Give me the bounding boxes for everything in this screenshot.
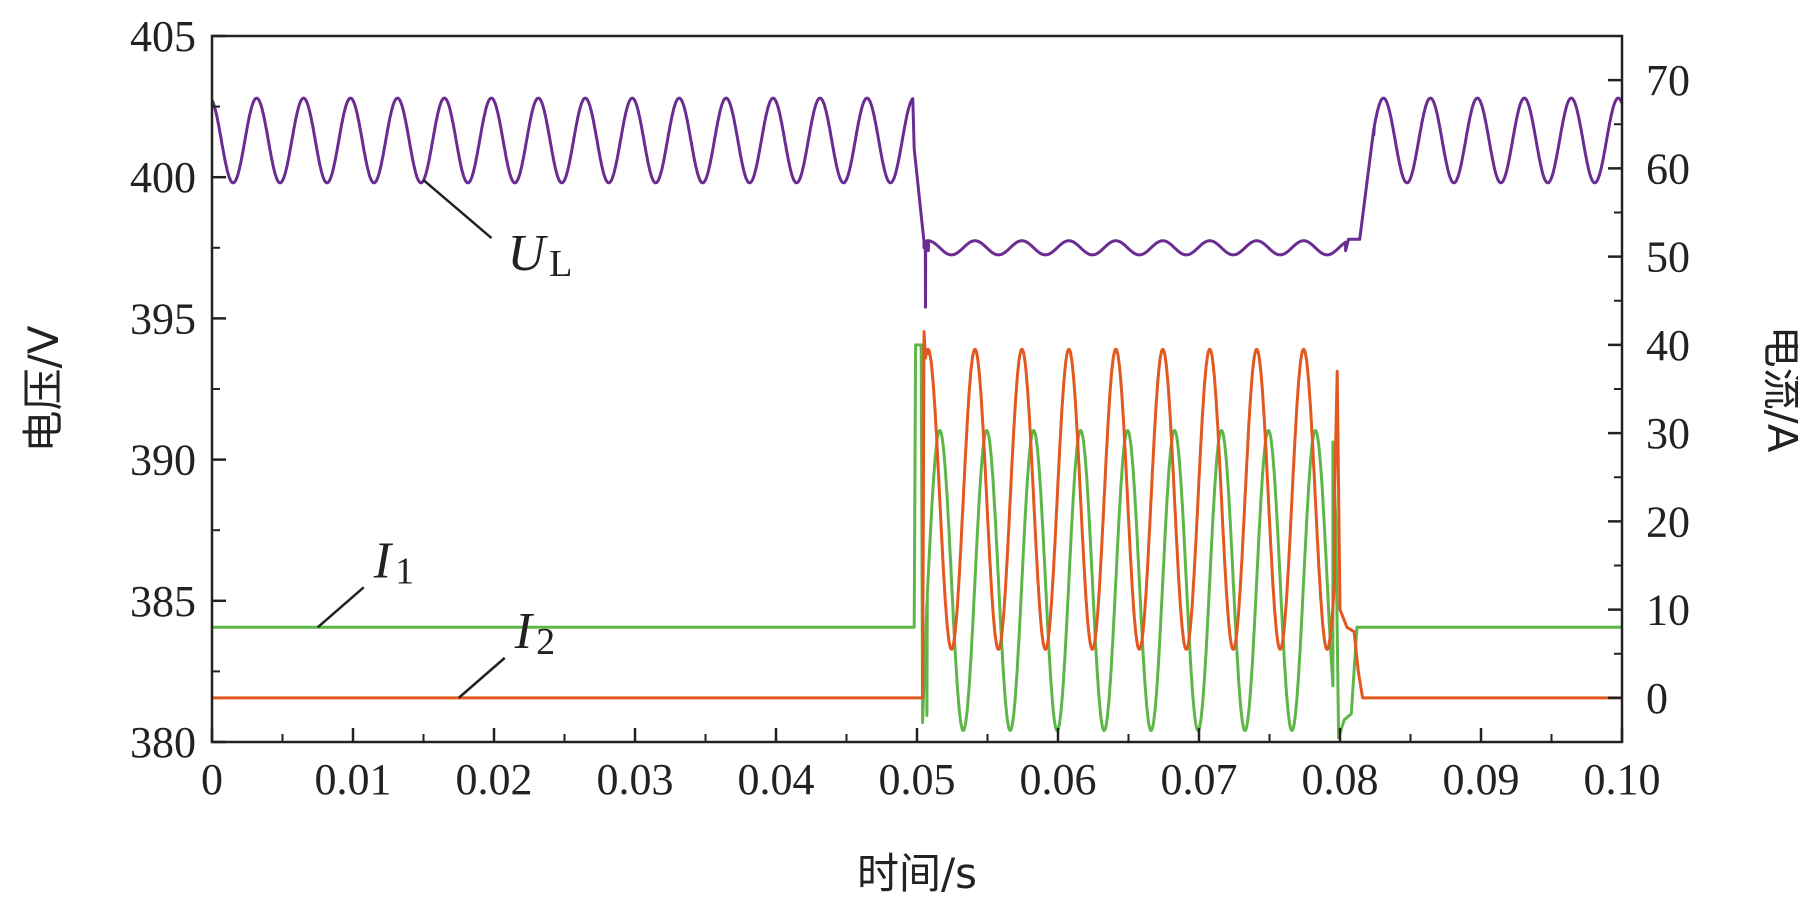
y-left-tick-label: 405 [130, 12, 196, 61]
y-right-tick-label: 70 [1646, 56, 1690, 105]
x-tick-label: 0.04 [738, 755, 815, 804]
x-tick-label: 0.09 [1443, 755, 1520, 804]
x-tick-label: 0.02 [456, 755, 533, 804]
y-right-tick-label: 30 [1646, 409, 1690, 458]
series-layer [210, 96, 1624, 740]
annotation-leader [316, 586, 365, 629]
x-axis-title: 时间/s [857, 849, 977, 898]
y-right-tick-label: 10 [1646, 586, 1690, 635]
x-tick-label: 0.05 [879, 755, 956, 804]
x-tick-label: 0.06 [1020, 755, 1097, 804]
label-layer: U L I 1 I 2 [316, 179, 573, 699]
y-right-tick-label: 40 [1646, 321, 1690, 370]
y-left-tick-label: 390 [130, 436, 196, 485]
x-tick-label: 0.01 [315, 755, 392, 804]
y-right-tick-label: 0 [1646, 674, 1668, 723]
y-right-tick-label: 20 [1646, 497, 1690, 546]
plot-frame [210, 34, 1624, 744]
x-tick-label: 0 [201, 755, 223, 804]
y-axis-right-title: 电流/A [1758, 326, 1798, 453]
y-left-tick-label: 380 [130, 718, 196, 767]
x-tick-label: 0.08 [1302, 755, 1379, 804]
annotation-leader [422, 179, 493, 239]
series-line-ul [210, 96, 1624, 309]
y-left-tick-label: 400 [130, 153, 196, 202]
y-left-tick-label: 385 [130, 577, 196, 626]
y-left-tick-label: 395 [130, 294, 196, 343]
y-right-tick-label: 60 [1646, 144, 1690, 193]
y-right-tick-label: 50 [1646, 233, 1690, 282]
y-axis-left-title: 电压/V [19, 325, 68, 452]
axis-layer: 0 0.01 0.02 0.03 0.04 0.05 0.06 0.07 0.08 0.09 0.1… [130, 12, 1690, 804]
x-tick-label: 0.10 [1584, 755, 1661, 804]
series-line-i2 [210, 330, 1624, 700]
series-line-i1 [210, 343, 1624, 740]
x-tick-label: 0.07 [1161, 755, 1238, 804]
x-tick-label: 0.03 [597, 755, 674, 804]
annotation-leader [457, 656, 506, 699]
